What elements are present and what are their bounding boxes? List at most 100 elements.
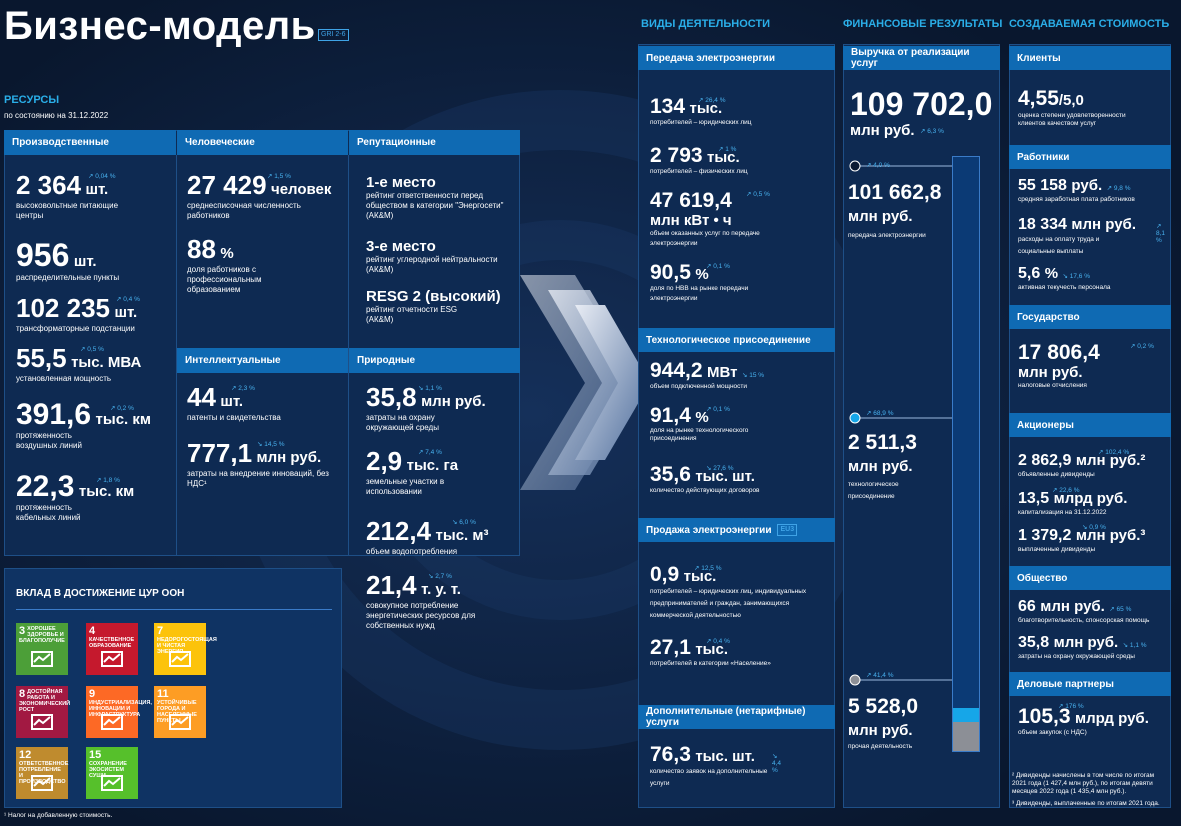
partners-header: Деловые партнеры bbox=[1009, 672, 1171, 696]
techcon-header: Технологическое присоединение bbox=[638, 328, 835, 352]
metric-unit: млн руб. bbox=[1040, 598, 1105, 615]
value-item: 2 862,9 млн руб.² ↗ 102,4 % объявленные ди… bbox=[1018, 449, 1145, 480]
value-item: 13,5 млрд руб. ↗ 22,6 % капитализация на 3… bbox=[1018, 487, 1127, 518]
sdg-number: 3 bbox=[19, 625, 26, 637]
metric-label: высоковольтные питающие центры bbox=[16, 201, 119, 220]
metric-value: 35,8 bbox=[1018, 634, 1050, 651]
metric-label: выплаченные дивиденды bbox=[1018, 546, 1096, 553]
rating-label: рейтинг углеродной нейтральности (АК&М) bbox=[366, 255, 498, 274]
change-badge: ↗ 0,5 % bbox=[80, 346, 104, 353]
value-item: 18 334 млн руб. ↗ 8,1 % расходы на оплату … bbox=[1018, 216, 1165, 258]
sdg-goal-icon bbox=[30, 648, 54, 670]
sdg-tile-9: 9 ИНДУСТРИАЛИЗАЦИЯ, ИННОВАЦИИ И ИНФРАСТРУ… bbox=[86, 686, 152, 738]
metric-unit: тыс. bbox=[695, 641, 728, 658]
metric-value: 47 619,4 bbox=[650, 189, 732, 212]
score-max: /5,0 bbox=[1058, 92, 1084, 109]
sdg-title: ХОРОШЕЕ ЗДОРОВЬЕ И БЛАГОПОЛУЧИЕ bbox=[19, 626, 65, 644]
value-item: 1 379,2 млн руб.³ ↘ 0,9 % выплаченные диви… bbox=[1018, 524, 1145, 555]
metric-value: 2 793 bbox=[650, 144, 703, 167]
sdg-title: ДОСТОЙНАЯ РАБОТА И ЭКОНОМИЧЕСКИЙ РОСТ bbox=[19, 689, 71, 713]
reputation-item: 3-е место рейтинг углеродной нейтральнос… bbox=[366, 238, 516, 275]
metric-unit: шт. bbox=[73, 253, 97, 270]
metric-unit: шт. bbox=[220, 393, 244, 410]
value-item: 35,8 млн руб. ↘ 1,1 % затраты на охрану о… bbox=[1018, 634, 1168, 662]
metric-label: потребителей в категории «Население» bbox=[650, 660, 771, 667]
metric-label: благотворительность, спонсорская помощь bbox=[1018, 617, 1150, 624]
metric-label: объявленные дивиденды bbox=[1018, 471, 1095, 478]
metric-unit: % bbox=[695, 266, 709, 283]
activity-item: 944,2 МВт ↘ 15 % объем подключенной мощно… bbox=[650, 360, 764, 392]
metric-value: 944,2 bbox=[650, 359, 703, 382]
metric-value: 44 bbox=[187, 382, 216, 412]
activity-item: 35,6 тыс. шт. ↘ 27,6 % количество действую… bbox=[650, 464, 760, 496]
production-item: 391,6 тыс. км ↗ 0,2 % протяженность возд… bbox=[16, 400, 151, 451]
metric-label: потребителей – юридических лиц, индивиду… bbox=[650, 588, 807, 619]
activity-item: 0,9 тыс. ↗ 12,5 % потребителей – юридическ… bbox=[650, 564, 820, 622]
sdg-title: СОХРАНЕНИЕ ЭКОСИСТЕМ СУШИ bbox=[89, 761, 127, 779]
resources-panel bbox=[4, 130, 520, 556]
metric-unit: тыс. км bbox=[95, 411, 151, 428]
metric-unit: тыс. га bbox=[406, 457, 459, 474]
metric-unit: шт. bbox=[85, 181, 109, 198]
clients-score: 4,55/5,0 bbox=[1018, 88, 1084, 110]
change-badge: ↗ 0,4 % bbox=[116, 296, 140, 303]
sdg-number: 11 bbox=[157, 688, 169, 700]
metric-value: 22,3 bbox=[16, 470, 75, 503]
metric-value: 27,1 bbox=[650, 636, 691, 659]
footnote: ¹ Налог на добавленную стоимость. bbox=[4, 812, 113, 819]
change-badge: ↗ 1 % bbox=[718, 146, 737, 153]
score-value: 4,55 bbox=[1018, 87, 1059, 110]
metric-unit: млрд руб. bbox=[1075, 710, 1149, 727]
metric-value: 212,4 bbox=[366, 516, 432, 546]
change-badge: ↘ 27,6 % bbox=[706, 465, 734, 472]
metric-label: количество заявок на дополнительные услу… bbox=[650, 768, 768, 787]
natural-item: 212,4 тыс. м³ ↘ 6,0 % объем водопотребле… bbox=[366, 518, 496, 557]
metric-label: расходы на оплату труда и социальные вып… bbox=[1018, 236, 1100, 255]
rating-title: RESG 2 (высокий) bbox=[366, 288, 501, 305]
metric-value: 134 bbox=[650, 95, 686, 118]
revenue-header: Выручка от реализации услуг bbox=[843, 46, 1000, 70]
sdg-number: 9 bbox=[89, 688, 96, 700]
change-badge: ↗ 0,04 % bbox=[88, 173, 116, 180]
metric-value: 66 bbox=[1018, 598, 1036, 615]
sdg-goal-icon bbox=[30, 772, 54, 794]
activity-item: 90,5 % ↗ 0,1 % доля по НВВ на рынке переда… bbox=[650, 262, 760, 304]
metric-unit: тыс. bbox=[683, 568, 717, 585]
change-badge: ↗ 41,4 % bbox=[866, 672, 894, 679]
arrow-chevron-icon bbox=[520, 275, 650, 490]
change-badge: ↘ 17,6 % bbox=[1062, 273, 1091, 280]
metric-label: протяженность кабельных линий bbox=[16, 503, 81, 522]
metric-unit: млн руб. bbox=[1071, 216, 1136, 233]
state-header: Государство bbox=[1009, 305, 1171, 329]
natural-item: 2,9 тыс. га ↗ 7,4 % земельные участки в … bbox=[366, 448, 466, 497]
revenue-part-value: 101 662,8 bbox=[848, 181, 942, 204]
activity-item: 76,3 тыс. шт. ↘ 4,4 % количество заявок на… bbox=[650, 744, 781, 790]
change-badge: ↘ 1,1 % bbox=[418, 385, 442, 392]
metric-value: 2 364 bbox=[16, 170, 82, 200]
revenue-part-value: 2 511,3 bbox=[848, 431, 917, 454]
production-item: 55,5 тыс. МВА ↗ 0,5 % установленная мощн… bbox=[16, 345, 166, 384]
metric-label: доля на рынке технологического присоедин… bbox=[650, 427, 749, 442]
activity-item: 91,4 % ↗ 0,1 % доля на рынке технологическ… bbox=[650, 405, 770, 443]
metric-unit: руб. bbox=[1071, 177, 1103, 194]
change-badge: ↗ 68,9 % bbox=[866, 410, 894, 417]
change-badge: ↗ 4,0 % bbox=[866, 162, 890, 169]
metric-value: 55 158 bbox=[1018, 177, 1067, 194]
change-badge: ↘ 15 % bbox=[741, 372, 765, 379]
sdg-goal-icon bbox=[100, 711, 124, 733]
change-badge: ↗ 0,1 % bbox=[706, 263, 730, 270]
bar-connectors bbox=[849, 160, 952, 686]
change-badge: ↗ 0,5 % bbox=[746, 191, 770, 198]
value-column-title: СОЗДАВАЕМАЯ СТОИМОСТЬ bbox=[1009, 18, 1170, 30]
metric-label: затраты на охрану окружающей среды bbox=[1018, 653, 1135, 660]
sdg-number: 15 bbox=[89, 749, 102, 761]
metric-label: потребителей – физических лиц bbox=[650, 168, 748, 175]
metric-label: патенты и свидетельства bbox=[187, 413, 281, 422]
sdg-tile-8: 8 ДОСТОЙНАЯ РАБОТА И ЭКОНОМИЧЕСКИЙ РОСТ bbox=[16, 686, 71, 738]
metric-value: 0,9 bbox=[650, 563, 680, 586]
metric-value: 2 862,9 bbox=[1018, 452, 1072, 469]
sales-header-label: Продажа электроэнергии bbox=[646, 524, 772, 536]
metric-value: 35,8 bbox=[366, 382, 417, 412]
value-item: 17 806,4 ↗ 0,2 % млн руб. налоговые отчисле… bbox=[1018, 342, 1168, 391]
change-badge: ↘ 2,7 % bbox=[428, 573, 452, 580]
